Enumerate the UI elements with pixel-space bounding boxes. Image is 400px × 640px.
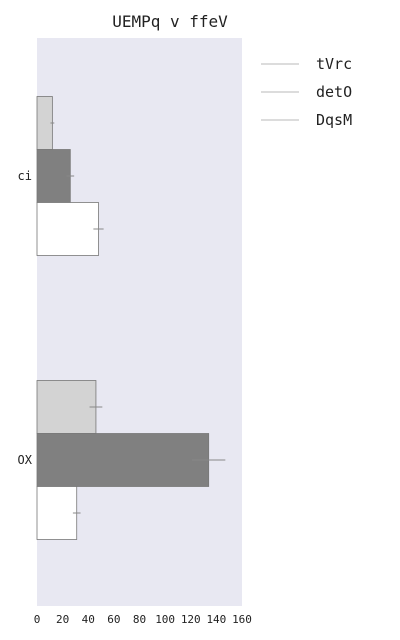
x-tick-label: 140 — [206, 613, 226, 626]
y-tick-label: OX — [18, 453, 33, 467]
chart-title: UEMPq v ffeV — [112, 12, 228, 31]
y-axis-labels: ci OX — [18, 169, 33, 467]
x-tick-label: 100 — [155, 613, 175, 626]
y-tick-label: ci — [18, 169, 32, 183]
x-tick-label: 80 — [133, 613, 146, 626]
x-tick-label: 20 — [56, 613, 69, 626]
bar-DqsM-OX — [36, 486, 78, 540]
bar-tVrc-OX — [36, 380, 97, 434]
legend-label: tVrc — [316, 55, 352, 73]
bar-DqsM-ci — [36, 202, 99, 256]
x-tick-label: 160 — [232, 613, 252, 626]
x-tick-label: 0 — [34, 613, 41, 626]
bar-detO-ci — [36, 149, 71, 203]
legend: tVrc detO DqsM — [261, 55, 352, 129]
bars-layer — [36, 96, 226, 540]
x-tick-label: 120 — [181, 613, 201, 626]
x-tick-label: 60 — [107, 613, 120, 626]
x-tick-label: 40 — [82, 613, 95, 626]
bar-tVrc-ci — [36, 96, 53, 150]
legend-label: DqsM — [316, 111, 352, 129]
x-axis-tick-labels: 0 20 40 60 80 100 120 140 160 — [34, 613, 252, 626]
legend-label: detO — [316, 83, 352, 101]
bar-detO-OX — [36, 433, 210, 487]
